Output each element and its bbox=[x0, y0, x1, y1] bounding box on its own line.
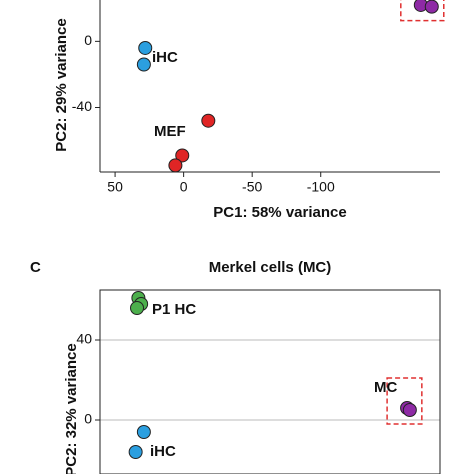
x-tick-label: 50 bbox=[107, 179, 123, 195]
highlight-box bbox=[386, 377, 423, 425]
chart-title: Merkel cells (MC) bbox=[209, 259, 332, 276]
point bbox=[138, 40, 153, 55]
point bbox=[424, 0, 439, 14]
x-tick-label: -50 bbox=[242, 179, 262, 195]
point bbox=[136, 57, 151, 72]
cluster-label: MC bbox=[374, 379, 397, 396]
point bbox=[130, 301, 145, 315]
x-axis-label: PC1: 58% variance bbox=[213, 204, 346, 221]
x-tick-label: -100 bbox=[307, 179, 335, 195]
point bbox=[136, 425, 151, 439]
point bbox=[201, 113, 216, 128]
cluster-label: MEF bbox=[154, 123, 186, 140]
point bbox=[175, 148, 190, 163]
cluster-label: P1 HC bbox=[152, 301, 196, 318]
y-tick-label: 40 bbox=[76, 331, 92, 347]
panel-label: C bbox=[30, 259, 41, 276]
y-tick-label: 0 bbox=[84, 411, 92, 427]
y-tick-label: 0 bbox=[84, 32, 92, 48]
point bbox=[168, 158, 183, 173]
plot-frame bbox=[99, 289, 441, 474]
cluster-label: iHC bbox=[150, 443, 176, 460]
point bbox=[128, 445, 143, 459]
cluster-label: iHC bbox=[152, 49, 178, 66]
point bbox=[402, 403, 417, 417]
y-axis-label: PC2: 32% variance bbox=[63, 343, 80, 474]
y-tick-label: -40 bbox=[72, 98, 92, 114]
x-tick-label: 0 bbox=[180, 179, 188, 195]
y-axis-label: PC2: 29% variance bbox=[53, 18, 70, 151]
